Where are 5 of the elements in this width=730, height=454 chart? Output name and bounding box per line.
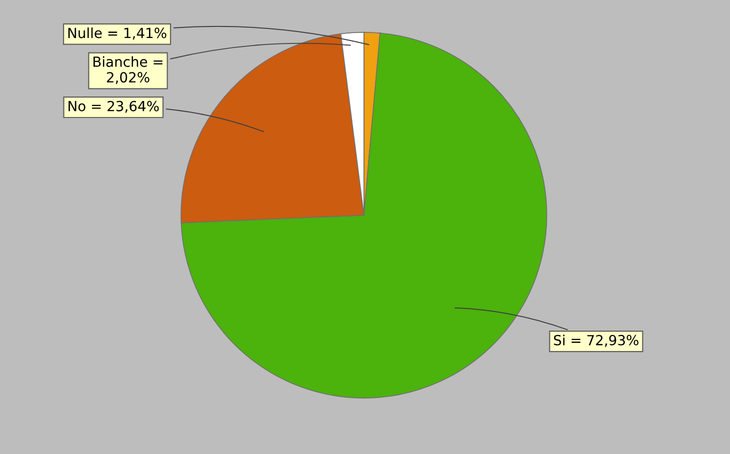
slice-label: Si = 72,93% — [554, 334, 638, 347]
slice-label: Nulle = 1,41% — [68, 27, 166, 40]
slice-label: Bianche = 2,02% — [94, 56, 162, 84]
slice-label: No = 23,64% — [68, 100, 159, 113]
pie-slice — [180, 32, 548, 398]
